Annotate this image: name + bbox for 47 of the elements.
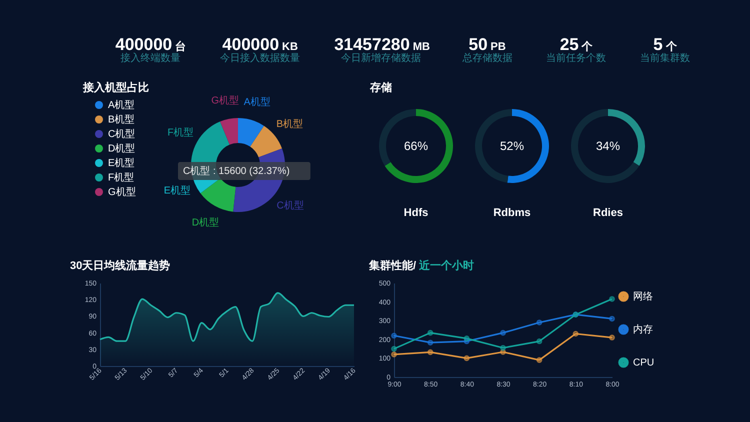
chart-title: 接入机型占比 — [82, 81, 149, 94]
chart-title: 存储 — [369, 81, 392, 94]
slice-label: F机型 — [167, 126, 194, 139]
chart-title: 30天日均线流量趋势 — [70, 259, 170, 272]
text: 台 — [175, 40, 186, 53]
data-label: 31457280 — [334, 35, 410, 54]
text: Hdfs — [404, 207, 428, 219]
data-label: 50 — [468, 35, 488, 54]
text: 个 — [580, 40, 594, 53]
legend-label: E机型 — [108, 157, 135, 169]
category-label: 当前集群数 — [640, 52, 690, 64]
text: 66% — [404, 139, 428, 153]
data-label: 25 — [560, 35, 579, 54]
category-label: 今日接入数据数量 — [220, 52, 300, 64]
text: PB — [490, 41, 506, 53]
legend-label: CPU — [633, 358, 654, 368]
text: KB — [282, 41, 298, 53]
legend-label: F机型 — [108, 172, 134, 184]
data-label: 400000 — [222, 35, 280, 54]
slice-label: B机型 — [276, 118, 303, 130]
chart-title: 集群性能/ — [368, 259, 416, 272]
chart-subtitle: 近一个小时 — [418, 259, 474, 272]
slice-label: D机型 — [192, 216, 220, 228]
text: 34% — [596, 139, 620, 153]
data-label: 5 — [653, 35, 663, 54]
slice-label: G机型 — [211, 94, 240, 106]
slice-label: A机型 — [244, 96, 270, 108]
text: 52% — [500, 139, 524, 153]
category-label: 总存储数据 — [461, 52, 512, 64]
category-label: 接入终端数量 — [120, 52, 181, 64]
legend-label: A机型 — [108, 99, 135, 111]
text: C机型 : 15600 (32.37%) — [183, 165, 290, 177]
text: Rdies — [593, 207, 623, 219]
category-label: 当前任务个数 — [546, 52, 606, 64]
slice-label: E机型 — [164, 184, 190, 197]
legend-label: D机型 — [108, 142, 136, 154]
legend-label: B机型 — [108, 114, 135, 126]
data-label: 400000 — [115, 35, 172, 54]
legend-label: 网络 — [633, 290, 653, 302]
text: 个 — [664, 40, 678, 53]
legend-label: C机型 — [108, 128, 136, 140]
category-label: 今日新增存储数据 — [341, 52, 422, 64]
legend-label: 内存 — [633, 324, 653, 336]
legend-label: G机型 — [108, 186, 136, 198]
slice-label: C机型 — [276, 199, 304, 212]
text: MB — [412, 41, 430, 53]
text: Rdbms — [493, 207, 531, 219]
